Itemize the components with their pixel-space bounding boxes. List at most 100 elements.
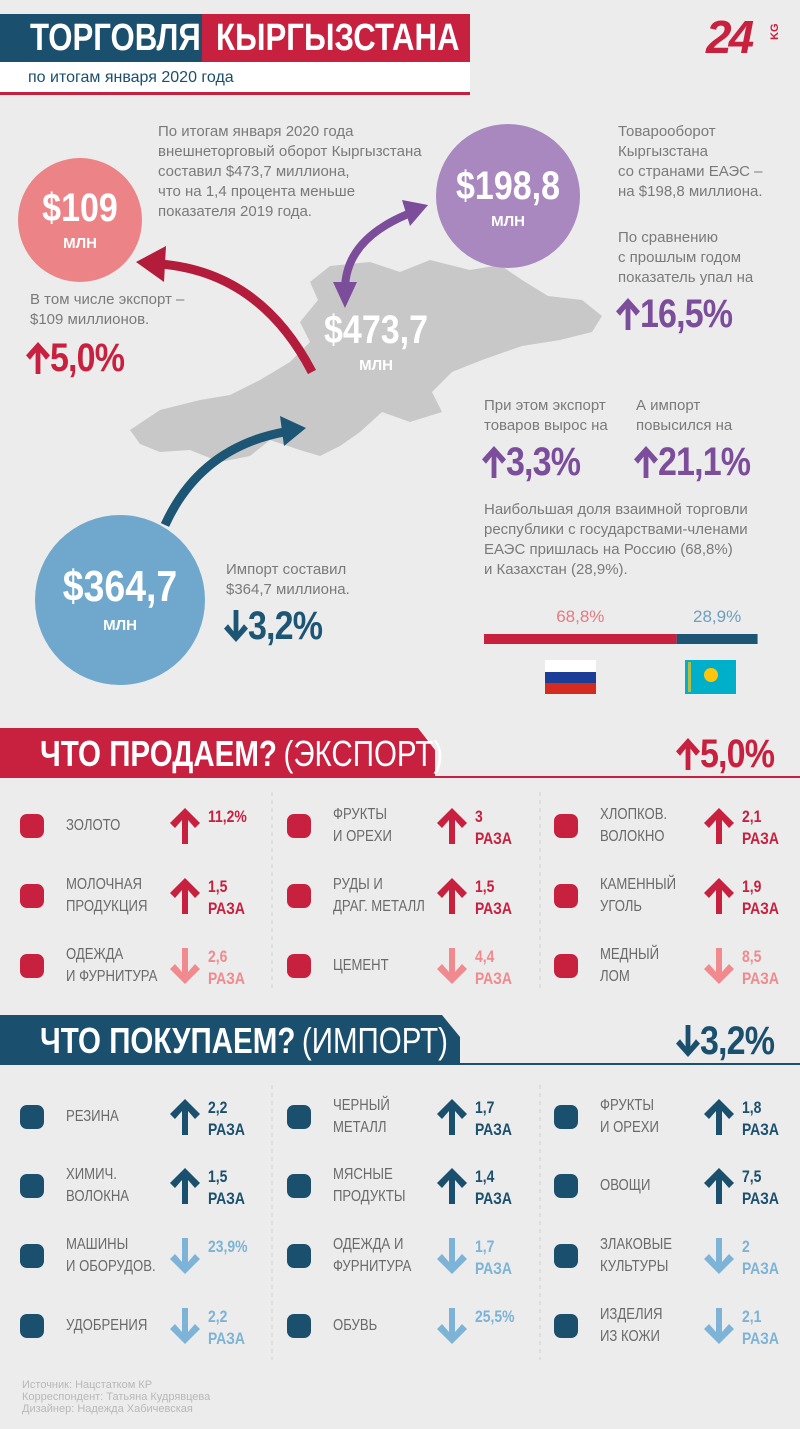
credit: Корреспондент: Татьяна Кудрявцева <box>22 1391 211 1403</box>
eaeu-text: А импорт <box>636 397 701 414</box>
change-figure: 5,0% <box>26 338 137 378</box>
item-icon <box>287 1314 311 1338</box>
item-name: МЕТАЛЛ <box>333 1119 387 1136</box>
change-value: 5,0% <box>50 336 125 380</box>
item-icon <box>287 1244 311 1268</box>
logo-suffix: KG <box>769 23 781 41</box>
item-change: 8,5 <box>742 947 762 966</box>
item-name: И ФУРНИТУРА <box>66 968 158 985</box>
export-text: $109 миллионов. <box>30 311 150 328</box>
separators <box>271 792 541 1360</box>
map <box>130 260 602 462</box>
flag-kazakhstan <box>685 660 736 694</box>
arrow-shape <box>704 948 734 984</box>
arrow-shape <box>170 878 200 914</box>
item-name: И ОРЕХИ <box>600 1119 659 1136</box>
item-arrow <box>170 1308 200 1344</box>
item-change: 1,9 <box>742 877 762 896</box>
item-name: ПРОДУКЦИЯ <box>66 898 148 915</box>
arrow-shape <box>437 1168 467 1204</box>
logo: 24 <box>706 11 754 63</box>
item-name: ЗЛАКОВЫЕ <box>600 1236 672 1253</box>
title: ТОРГОВЛЯ <box>30 17 201 59</box>
eaeu-text: со странами ЕАЭС – <box>618 163 763 180</box>
item-icon <box>20 1314 44 1338</box>
arrow-shape <box>437 1099 467 1135</box>
circle-value: $198,8 <box>456 164 560 208</box>
arrow-shape <box>676 1025 700 1057</box>
share-label: 28,9% <box>692 607 742 626</box>
arrow-shape <box>616 298 640 330</box>
export-text: В том числе экспорт – <box>30 291 185 308</box>
item-arrow <box>170 1238 200 1274</box>
item-change: 2,1 <box>742 807 762 826</box>
item-name: ЛОМ <box>600 968 630 985</box>
item-icon <box>20 1244 44 1268</box>
item-arrow <box>704 1099 734 1135</box>
section-title: ЧТО ПОКУПАЕМ? <box>40 1020 296 1061</box>
arrow-shape <box>704 1168 734 1204</box>
item-change: 23,9% <box>208 1237 248 1256</box>
flag-russia <box>545 660 596 694</box>
item-arrow <box>704 948 734 984</box>
circle-value: $364,7 <box>62 562 178 611</box>
intro-text: что на 1,4 процента меньше <box>158 183 356 200</box>
change-figure: 5,0% <box>676 734 787 774</box>
item-arrow <box>170 808 200 844</box>
item-change: 7,5 <box>742 1167 762 1186</box>
item-change: РАЗА <box>742 969 779 988</box>
item-change: 4,4 <box>475 947 495 966</box>
export-arrow <box>159 259 316 375</box>
item-arrow <box>170 878 200 914</box>
item-change: РАЗА <box>475 899 512 918</box>
item-name: ФРУКТЫ <box>600 1097 655 1114</box>
item-name: ФРУКТЫ <box>333 806 388 823</box>
item-change: РАЗА <box>475 1259 512 1278</box>
circle-value: $473,7 <box>324 308 428 352</box>
item-icon <box>554 884 578 908</box>
item-name: ОВОЩИ <box>600 1177 651 1194</box>
import-band <box>0 1015 460 1065</box>
item-icon <box>554 954 578 978</box>
arrow-shape <box>437 878 467 914</box>
arrow-shape <box>704 1099 734 1135</box>
item-change: РАЗА <box>208 1189 245 1208</box>
item-name: ДРАГ. МЕТАЛЛ <box>333 898 425 915</box>
item-icon <box>287 884 311 908</box>
subtitle-band <box>0 62 470 92</box>
item-arrow <box>437 1168 467 1204</box>
item-name: УДОБРЕНИЯ <box>66 1317 148 1334</box>
item-name: ВОЛОКНА <box>66 1188 130 1205</box>
change-figure: 21,1% <box>634 442 766 482</box>
eaeu-circle <box>436 124 580 268</box>
subtitle-rule <box>0 92 470 95</box>
credit: Источник: Нацстатком КР <box>22 1379 153 1391</box>
section-title: ЧТО ПРОДАЕМ? <box>40 733 277 774</box>
item-change: РАЗА <box>208 969 245 988</box>
share-label: 68,8% <box>556 607 605 626</box>
change-arrow <box>676 738 700 770</box>
item-arrow <box>704 1238 734 1274</box>
change-value: 3,2% <box>248 604 323 648</box>
item-icon <box>287 1174 311 1198</box>
item-name: КАМЕННЫЙ <box>600 876 677 893</box>
share-bar <box>676 634 758 644</box>
item-name: И ОБОРУДОВ. <box>66 1258 156 1275</box>
eaeu-text: товаров вырос на <box>484 417 608 434</box>
item-change: РАЗА <box>208 1329 245 1348</box>
item-change: РАЗА <box>742 1120 779 1139</box>
item-name: ИЗДЕЛИЯ <box>600 1306 663 1323</box>
export-rule <box>435 776 800 778</box>
item-name: МЕДНЫЙ <box>600 946 660 963</box>
item-change: 2 <box>742 1237 750 1256</box>
item-change: 1,5 <box>208 1167 228 1186</box>
item-change: 2,2 <box>208 1307 228 1326</box>
circle-unit: МЛН <box>359 357 393 374</box>
item-change: РАЗА <box>742 899 779 918</box>
item-icon <box>554 1314 578 1338</box>
item-arrow <box>170 948 200 984</box>
arrow-shape <box>437 1308 467 1344</box>
arrow-head <box>402 200 428 226</box>
